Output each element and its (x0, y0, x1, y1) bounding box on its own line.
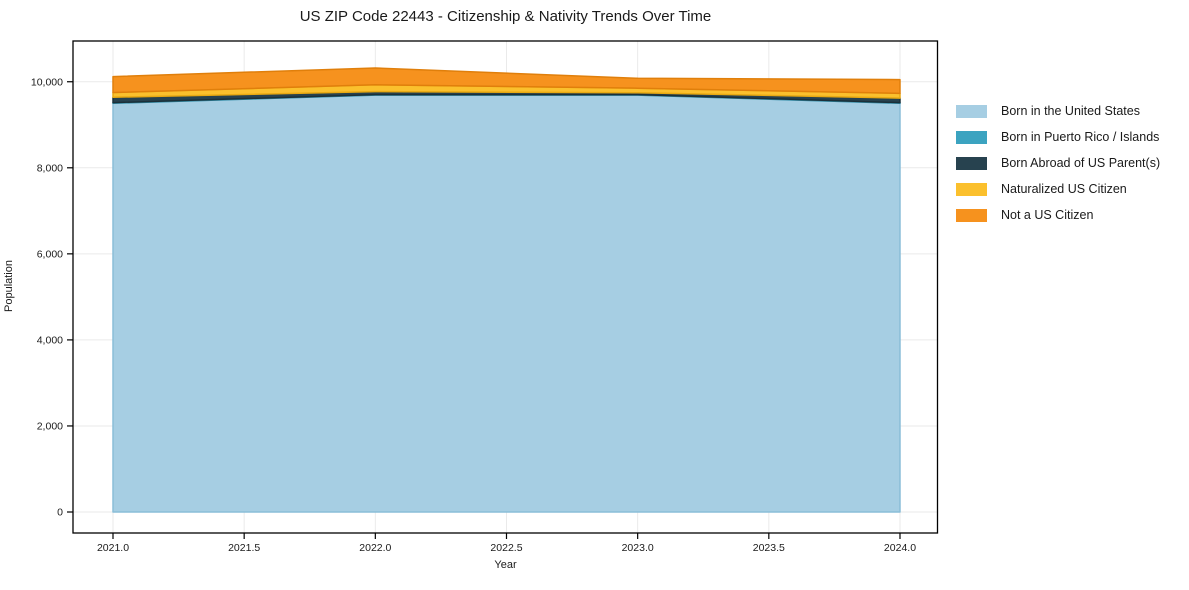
x-tick-label: 2024.0 (884, 542, 916, 554)
y-tick-label: 8,000 (37, 162, 63, 174)
legend-swatch (956, 182, 987, 196)
legend-label: Not a US Citizen (1001, 208, 1094, 222)
legend-item: Born in the United States (956, 104, 1160, 118)
x-tick-label: 2021.5 (228, 542, 260, 554)
x-axis-label: Year (494, 559, 517, 571)
chart-title: US ZIP Code 22443 - Citizenship & Nativi… (299, 8, 712, 25)
y-tick-label: 10,000 (31, 76, 63, 88)
x-tick-label: 2023.0 (622, 542, 654, 554)
legend-swatch (956, 104, 987, 118)
legend-label: Born in Puerto Rico / Islands (1001, 130, 1160, 144)
legend-swatch (956, 208, 987, 222)
legend-label: Born in the United States (1001, 104, 1140, 118)
legend-item: Naturalized US Citizen (956, 182, 1160, 196)
y-tick-label: 0 (57, 507, 63, 519)
legend-label: Naturalized US Citizen (1001, 182, 1127, 196)
y-tick-label: 6,000 (37, 249, 63, 261)
legend: Born in the United States Born in Puerto … (956, 104, 1160, 222)
plot-border (72, 40, 939, 534)
legend-swatch (956, 156, 987, 170)
y-tick-label: 4,000 (37, 335, 63, 347)
x-tick-label: 2021.0 (97, 542, 129, 554)
legend-item: Born in Puerto Rico / Islands (956, 130, 1160, 144)
legend-item: Born Abroad of US Parent(s) (956, 156, 1160, 170)
y-axis-label: Population (3, 260, 15, 312)
area-not-a-us-citizen (112, 67, 901, 95)
x-tick-label: 2023.5 (753, 542, 785, 554)
y-tick-label: 2,000 (37, 421, 63, 433)
x-tick-label: 2022.5 (490, 542, 522, 554)
legend-swatch (956, 130, 987, 144)
legend-item: Not a US Citizen (956, 208, 1160, 222)
legend-label: Born Abroad of US Parent(s) (1001, 156, 1161, 170)
x-tick-label: 2022.0 (359, 542, 391, 554)
area-born-in-the-united-states (112, 94, 901, 513)
